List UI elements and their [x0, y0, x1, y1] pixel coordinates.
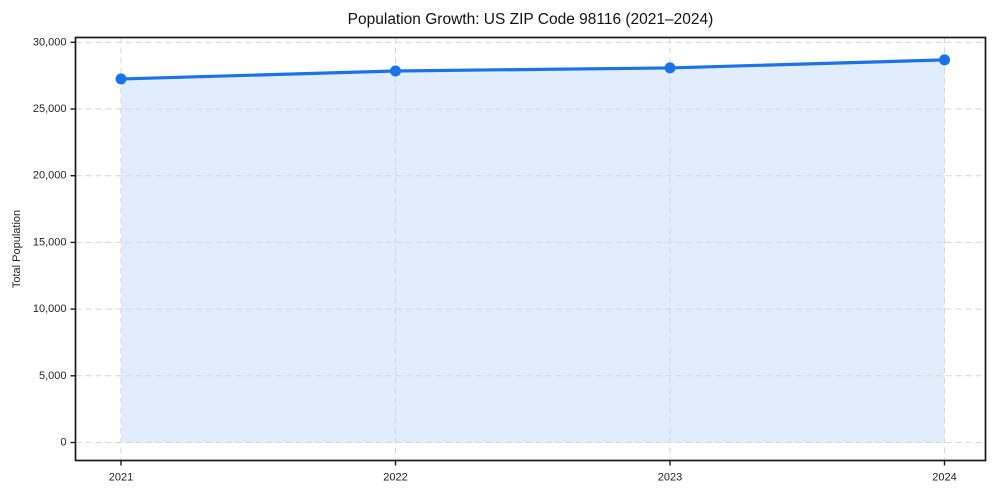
x-tick-label: 2021	[109, 472, 133, 484]
data-point-2021	[115, 73, 127, 85]
y-tick-label: 5,000	[39, 370, 67, 382]
data-point-2023	[664, 62, 676, 74]
y-tick-label: 20,000	[33, 170, 67, 182]
plot-border	[74, 36, 987, 462]
data-point-2024	[939, 54, 950, 66]
x-tick-label: 2023	[658, 472, 682, 484]
y-tick-label: 30,000	[33, 36, 67, 48]
data-point-2022	[390, 65, 401, 77]
y-tick-label: 0	[60, 437, 66, 449]
trend-line	[119, 58, 947, 81]
y-tick-label: 10,000	[33, 303, 67, 315]
y-tick-label: 15,000	[33, 236, 67, 248]
area-fill	[121, 59, 945, 443]
y-tick-label: 25,000	[33, 103, 67, 115]
x-tick-label: 2022	[383, 472, 407, 484]
x-tick-label: 2024	[932, 472, 956, 484]
chart-title: Population Growth: US ZIP Code 98116 (20…	[347, 11, 714, 28]
